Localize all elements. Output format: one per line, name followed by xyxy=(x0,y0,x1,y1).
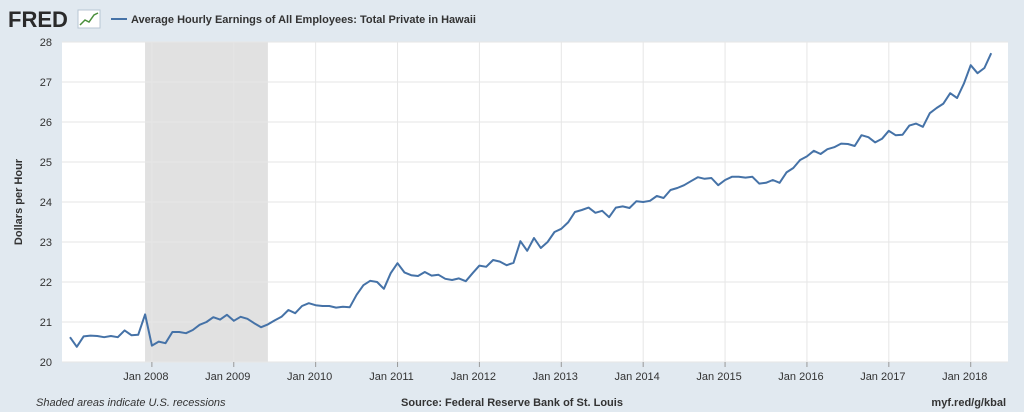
x-tick-label: Jan 2016 xyxy=(778,371,823,383)
x-tick-label: Jan 2011 xyxy=(369,371,413,383)
x-tick-label: Jan 2013 xyxy=(533,371,578,383)
chart-title: Average Hourly Earnings of All Employees… xyxy=(131,14,476,26)
y-tick-label: 26 xyxy=(40,117,52,129)
trend-line-icon xyxy=(77,9,101,29)
fred-logo[interactable]: FRED xyxy=(8,7,101,32)
grid-layer xyxy=(62,41,1008,363)
y-tick-label: 24 xyxy=(40,197,52,209)
y-tick-label: 20 xyxy=(40,357,52,369)
y-tick-label: 23 xyxy=(40,237,52,249)
x-tick-label: Jan 2012 xyxy=(451,371,496,383)
series-layer xyxy=(69,52,993,348)
x-tick-label: Jan 2017 xyxy=(860,371,905,383)
x-tick-label: Jan 2009 xyxy=(205,371,250,383)
y-axis-label: Dollars per Hour xyxy=(13,158,25,245)
x-tick-label: Jan 2014 xyxy=(615,371,660,383)
y-tick-label: 22 xyxy=(40,277,52,289)
x-tick-label: Jan 2008 xyxy=(123,371,168,383)
y-tick-label: 28 xyxy=(40,37,52,49)
y-tick-label: 25 xyxy=(40,157,52,169)
recession-note: Shaded areas indicate U.S. recessions xyxy=(36,397,226,409)
source-text: Source: Federal Reserve Bank of St. Loui… xyxy=(401,397,623,409)
fred-logo-text: FRED xyxy=(8,7,68,32)
x-tick-label: Jan 2010 xyxy=(287,371,332,383)
series-line xyxy=(69,52,993,348)
x-tick-label: Jan 2018 xyxy=(942,371,987,383)
short-url-link[interactable]: myf.red/g/kbal xyxy=(931,397,1006,409)
y-tick-label: 21 xyxy=(40,317,52,329)
x-tick-label: Jan 2015 xyxy=(696,371,741,383)
y-axis: 20 21 22 23 24 25 26 27 28 xyxy=(40,37,52,369)
y-tick-label: 27 xyxy=(40,77,52,89)
x-axis: Jan 2008 Jan 2009 Jan 2010 Jan 2011 Jan 2012… xyxy=(123,362,987,383)
